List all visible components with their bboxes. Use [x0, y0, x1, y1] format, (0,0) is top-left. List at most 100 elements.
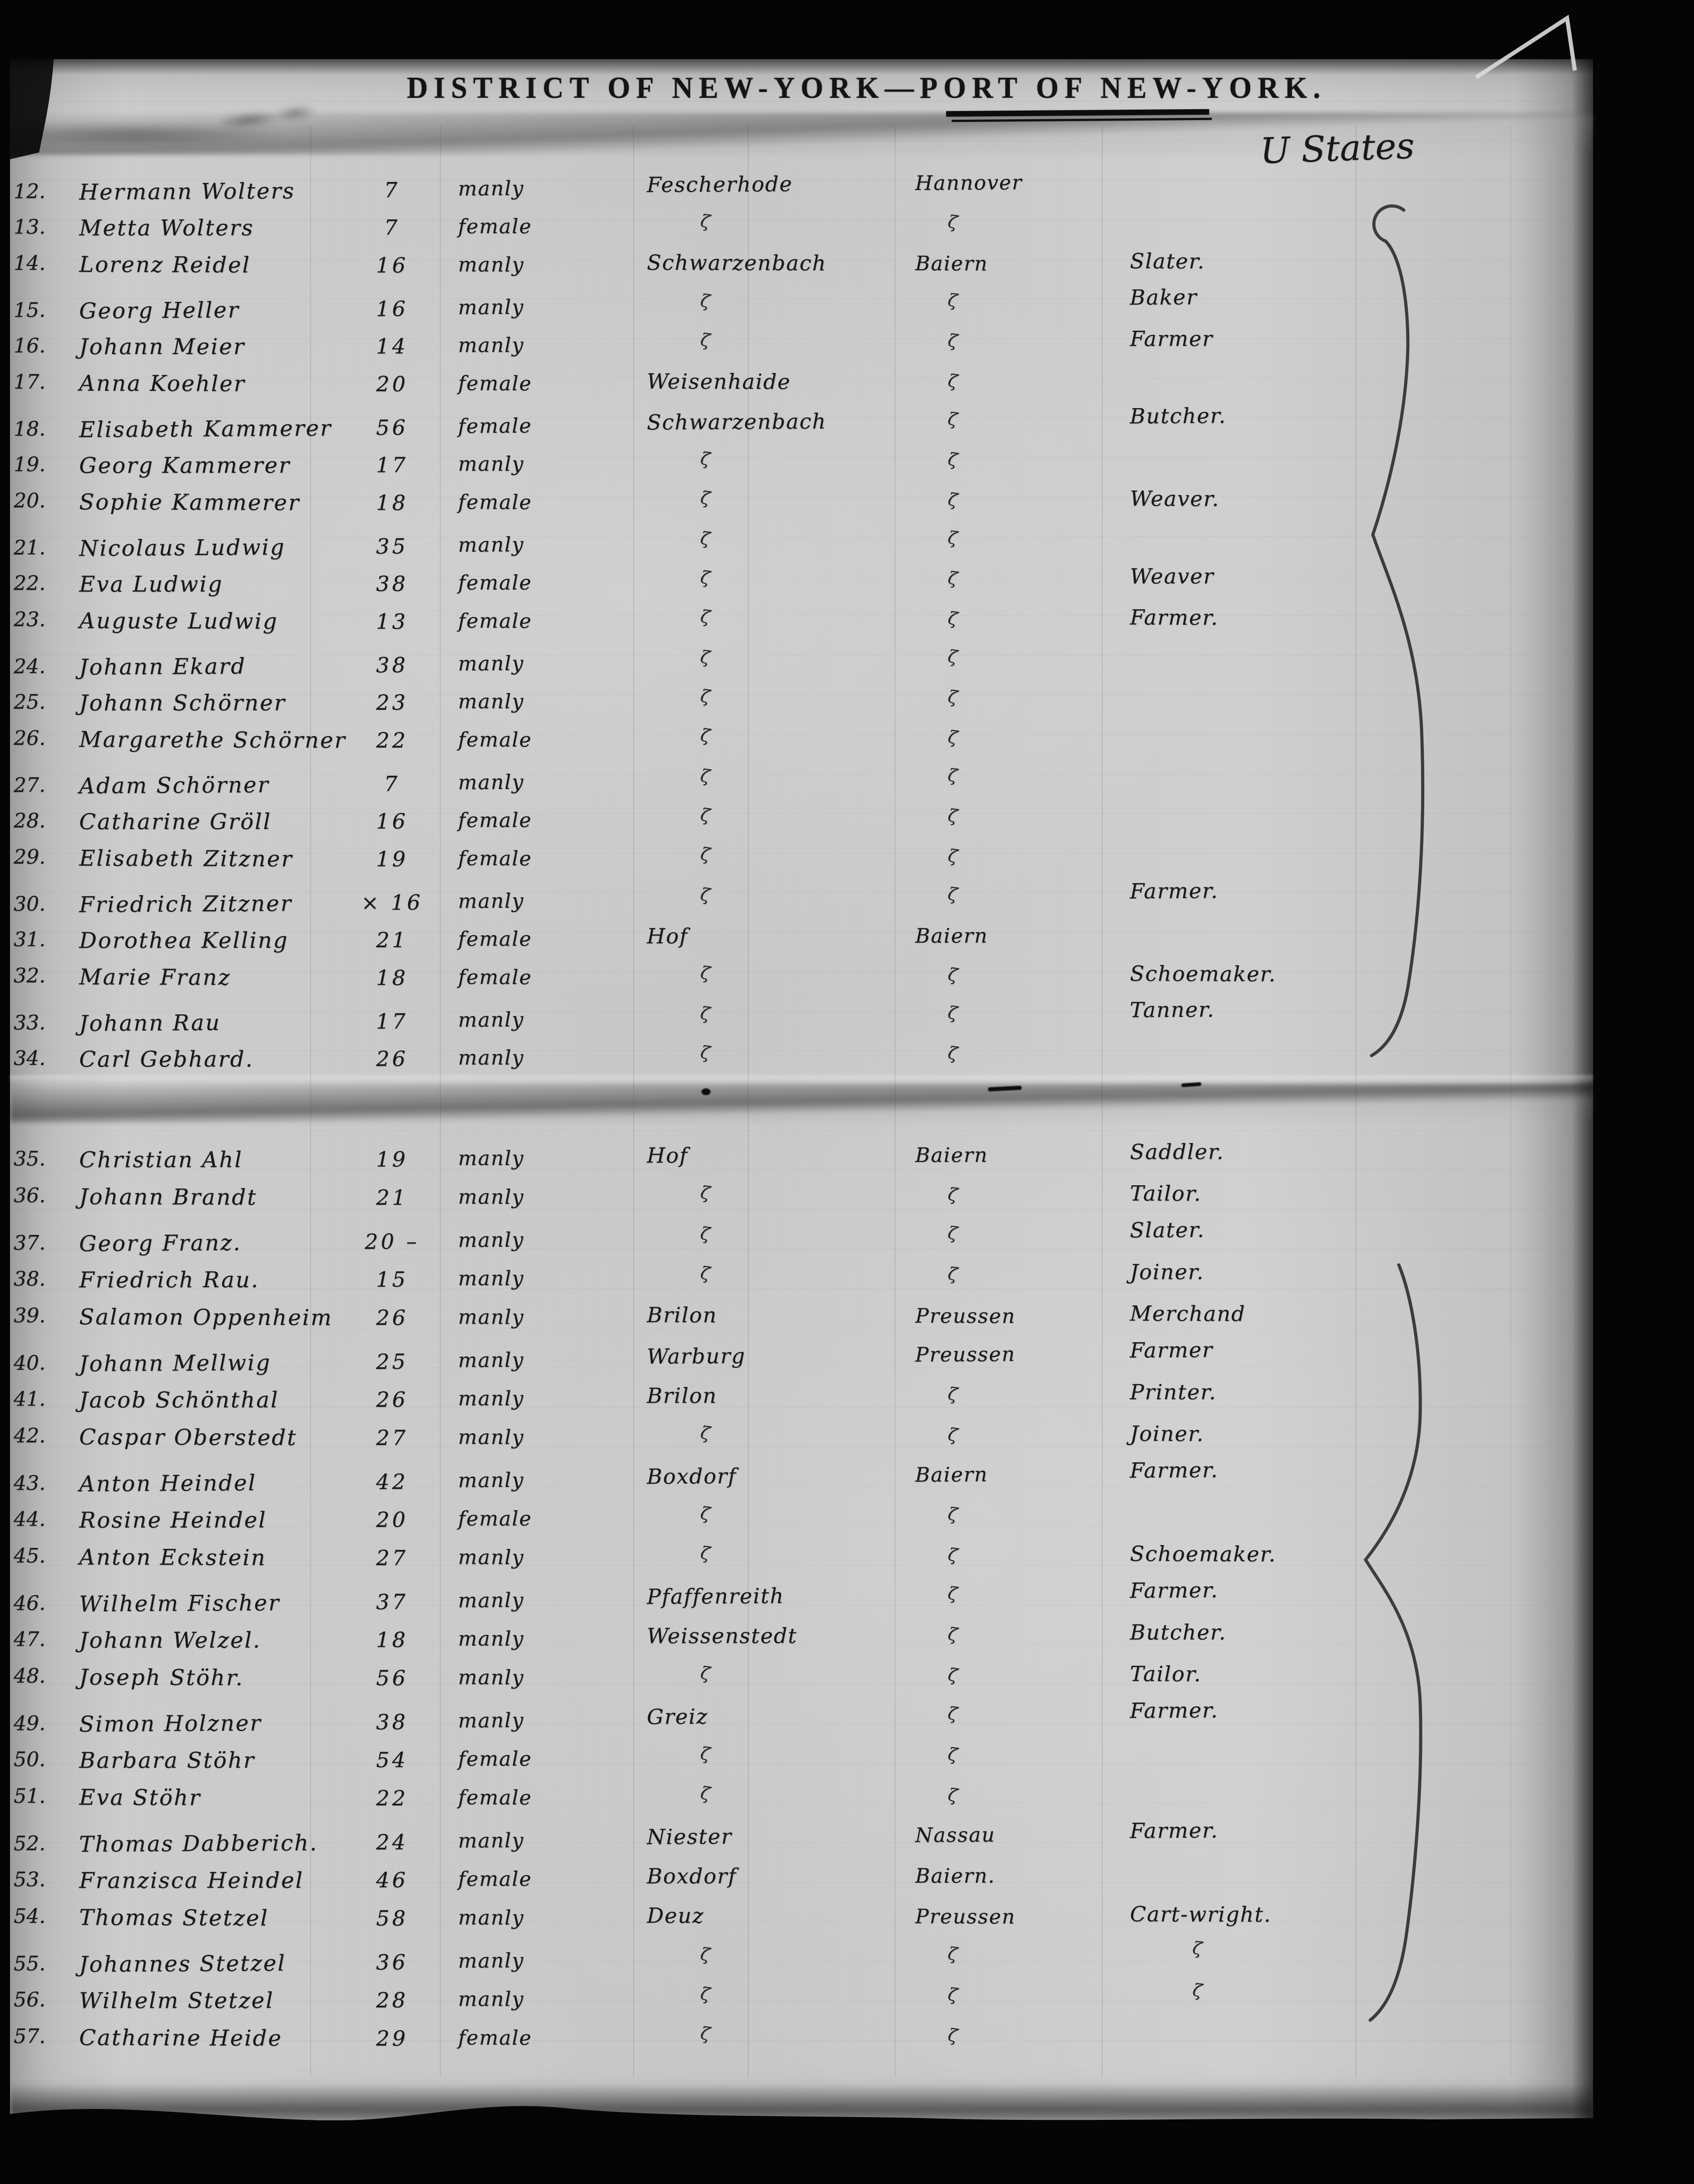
cell-sex: female	[458, 728, 532, 752]
cell-age: 27	[376, 1545, 408, 1570]
passenger-row: 42. Caspar Oberstedt 27 manly ζ ζ Joiner.	[10, 1421, 1593, 1470]
cell-occupation: Tailor.	[1130, 1181, 1202, 1206]
cell-name: Johann Ekard	[79, 653, 247, 680]
passenger-row: 35. Christian Ahl 19 manly Hof Baiern Saddler.	[10, 1139, 1593, 1187]
cell-name: Barbara Stöhr	[79, 1748, 255, 1774]
column-rule-6	[1102, 125, 1103, 2077]
cell-place: Schwarzenbach	[646, 409, 827, 435]
cell-origin: ζ	[947, 1544, 959, 1566]
cell-name: Georg Kammerer	[79, 452, 291, 479]
cell-name: Anna Koehler	[79, 370, 246, 397]
cell-name: Rosine Heindel	[79, 1507, 267, 1533]
cell-row-number: 22.	[13, 571, 45, 595]
passenger-row: 39. Salamon Oppenheim 26 manly Brilon Preusse…	[10, 1301, 1593, 1350]
cell-age: 17	[376, 1009, 408, 1034]
cell-sex: manly	[458, 1709, 524, 1733]
cell-origin: ζ	[947, 964, 959, 986]
cell-occupation: ζ	[1191, 1937, 1204, 1959]
cell-age: 42	[376, 1469, 408, 1494]
cell-occupation: Tanner.	[1129, 997, 1215, 1022]
cell-name: Thomas Dabberich.	[79, 1830, 318, 1857]
cell-origin: ζ	[947, 449, 959, 470]
cell-age: 16	[376, 296, 408, 321]
cell-occupation: Farmer.	[1129, 1577, 1219, 1603]
cell-occupation: Merchand	[1130, 1301, 1246, 1326]
cell-name: Johann Schörner	[79, 690, 286, 716]
cell-sex: female	[458, 927, 532, 951]
cell-sex: manly	[458, 1906, 524, 1930]
ink-dash	[1181, 1082, 1202, 1087]
cell-name: Simon Holzner	[79, 1710, 262, 1737]
page-title: DISTRICT OF NEW-YORK—PORT OF NEW-YORK.	[407, 71, 1326, 105]
cell-name: Anton Eckstein	[79, 1544, 267, 1571]
cell-row-number: 32.	[13, 964, 46, 988]
passenger-row: 47. Johann Welzel. 18 manly Weissenstedt ζ But…	[10, 1620, 1593, 1668]
cell-place: Hof	[646, 924, 688, 949]
cell-age: 58	[376, 1906, 408, 1931]
cell-row-number: 20.	[13, 489, 46, 513]
cell-place: ζ	[699, 884, 711, 905]
cell-origin: ζ	[946, 646, 959, 667]
cell-age: 7	[384, 177, 400, 202]
column-rule-3	[633, 125, 634, 2077]
cell-row-number: 29.	[13, 845, 46, 869]
cell-origin: Nassau	[915, 1823, 996, 1847]
document-page: DISTRICT OF NEW-YORK—PORT OF NEW-YORK. U…	[10, 59, 1593, 2121]
cell-place: Weissenstedt	[646, 1623, 797, 1648]
cell-age: 22	[376, 1785, 408, 1810]
cell-row-number: 34.	[13, 1046, 45, 1070]
cell-origin: ζ	[947, 805, 959, 826]
cell-row-number: 18.	[13, 417, 46, 441]
cell-occupation: Weaver.	[1130, 486, 1220, 511]
cell-name: Elisabeth Zitzner	[79, 845, 293, 872]
column-rule-4	[748, 125, 749, 2077]
cell-age: 16	[376, 809, 408, 834]
ink-smudge	[216, 103, 323, 133]
cell-sex: manly	[458, 1987, 524, 2011]
cell-occupation: Schoemaker.	[1130, 1541, 1276, 1567]
cell-origin: ζ	[947, 726, 959, 748]
cell-age: 18	[376, 1627, 408, 1652]
cell-origin: ζ	[947, 1042, 959, 1064]
cell-sex: female	[458, 809, 532, 832]
cell-row-number: 15.	[13, 298, 46, 322]
cell-row-number: 30.	[13, 892, 46, 916]
cell-name: Caspar Oberstedt	[79, 1424, 297, 1451]
cell-sex: female	[458, 1867, 532, 1891]
cell-occupation: Farmer.	[1129, 878, 1219, 904]
cell-sex: manly	[458, 1267, 524, 1290]
cell-origin: Baiern	[915, 1143, 988, 1167]
cell-age: 38	[376, 652, 408, 677]
cell-name: Johann Mellwig	[79, 1350, 272, 1377]
cell-name: Johann Rau	[79, 1010, 221, 1036]
cell-row-number: 56.	[13, 1988, 45, 2012]
cell-sex: manly	[458, 1426, 524, 1449]
cell-name: Eva Ludwig	[79, 571, 223, 597]
cell-origin: ζ	[946, 1582, 959, 1604]
cell-sex: manly	[458, 295, 524, 319]
column-rule-1	[310, 125, 311, 2077]
cell-name: Jacob Schönthal	[79, 1387, 279, 1413]
cell-name: Johann Welzel.	[79, 1628, 262, 1653]
cell-row-number: 31.	[13, 928, 45, 951]
cell-origin: ζ	[947, 567, 959, 589]
cell-row-number: 35.	[13, 1147, 45, 1171]
right-edge-shadow	[1572, 59, 1593, 2120]
cell-name: Nicolaus Ludwig	[79, 534, 286, 561]
cell-origin: ζ	[947, 1424, 959, 1446]
cell-age: 7	[384, 215, 400, 240]
cell-sex: female	[458, 414, 532, 438]
cell-row-number: 13.	[13, 215, 45, 239]
cell-name: Carl Gebhard.	[79, 1046, 254, 1072]
cell-row-number: 16.	[13, 334, 45, 358]
cell-row-number: 27.	[13, 774, 46, 797]
cell-sex: manly	[458, 1387, 524, 1410]
cell-age: 37	[376, 1589, 408, 1614]
cell-row-number: 12.	[13, 180, 46, 203]
cell-sex: manly	[458, 1949, 524, 1973]
cell-sex: manly	[458, 1666, 524, 1689]
cell-sex: female	[458, 2026, 532, 2050]
cell-sex: manly	[458, 1546, 524, 1569]
cell-origin: Baiern	[915, 1463, 988, 1487]
cell-age: 18	[376, 965, 408, 990]
